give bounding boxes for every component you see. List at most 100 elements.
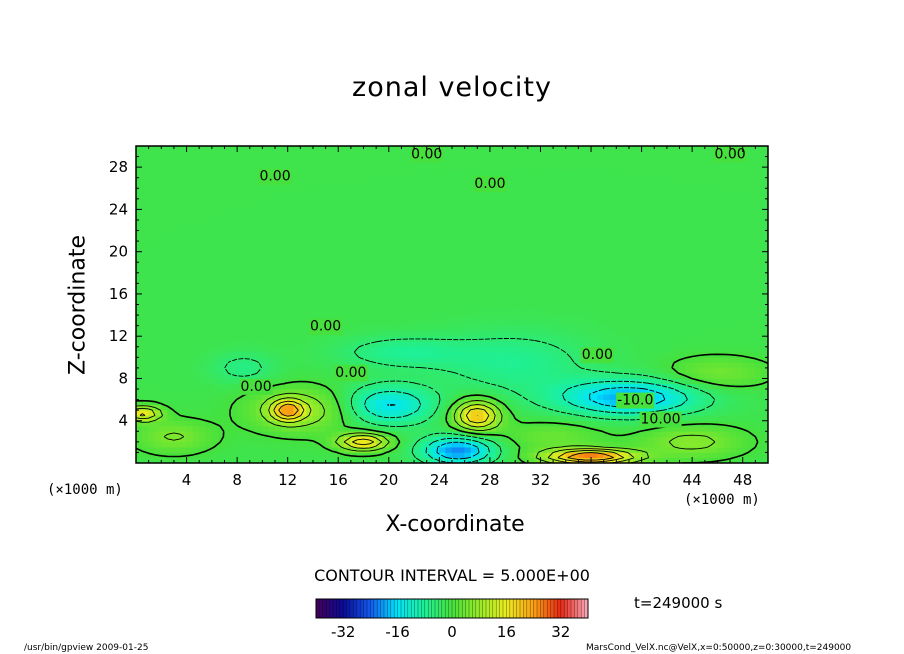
field-cell <box>439 214 446 221</box>
field-cell <box>344 283 352 289</box>
field-cell <box>609 172 617 178</box>
field-cell <box>609 203 617 210</box>
field-cell <box>249 335 257 342</box>
field-cell <box>167 272 175 279</box>
field-cell <box>552 415 560 422</box>
field-cell <box>350 399 358 406</box>
field-cell <box>382 325 390 332</box>
field-cell <box>616 309 623 316</box>
field-cell <box>274 320 282 326</box>
field-cell <box>356 230 364 237</box>
field-cell <box>287 272 295 279</box>
field-cell <box>571 251 579 258</box>
field-cell <box>489 452 497 459</box>
field-cell <box>628 193 636 200</box>
field-cell <box>502 172 510 178</box>
field-cell <box>445 240 453 247</box>
field-cell <box>559 224 567 231</box>
field-cell <box>274 288 282 295</box>
field-cell <box>458 341 465 348</box>
field-cell <box>609 277 617 284</box>
field-cell <box>616 193 623 200</box>
field-cell <box>243 409 251 416</box>
field-cell <box>647 172 655 178</box>
field-cell <box>426 277 434 284</box>
field-cell <box>578 420 586 427</box>
field-cell <box>281 367 288 374</box>
field-cell <box>578 309 586 316</box>
field-cell <box>167 293 175 300</box>
field-cell <box>217 146 225 152</box>
field-cell <box>578 172 586 178</box>
field-cell <box>318 177 326 184</box>
field-cell <box>344 346 352 353</box>
field-cell <box>603 378 611 385</box>
field-cell <box>179 177 187 184</box>
field-cell <box>533 251 541 258</box>
field-cell <box>262 182 270 189</box>
field-cell <box>331 431 339 437</box>
field-cell <box>205 146 213 152</box>
field-cell <box>445 314 453 321</box>
field-cell <box>236 304 244 311</box>
field-cell <box>483 193 491 200</box>
field-cell <box>198 150 206 157</box>
field-cell <box>198 146 206 152</box>
field-cell <box>375 320 383 326</box>
field-cell <box>508 172 516 178</box>
field-cell <box>281 209 288 215</box>
field-cell <box>514 187 522 194</box>
field-cell <box>514 172 522 178</box>
field-cell <box>495 378 503 385</box>
field-cell <box>173 420 181 427</box>
field-cell <box>154 177 162 184</box>
field-cell <box>552 314 560 321</box>
field-cell <box>363 198 371 205</box>
field-cell <box>211 335 219 342</box>
field-cell <box>281 267 288 274</box>
field-cell <box>464 277 472 284</box>
field-cell <box>401 214 409 221</box>
field-cell <box>154 335 162 342</box>
field-cell <box>363 246 371 252</box>
field-cell <box>142 267 149 274</box>
field-cell <box>198 383 206 390</box>
field-cell <box>552 441 560 448</box>
field-cell <box>350 177 358 184</box>
field-cell <box>502 378 510 385</box>
field-cell <box>236 172 244 178</box>
field-cell <box>154 187 162 194</box>
field-cell <box>476 415 484 422</box>
field-cell <box>439 388 446 395</box>
field-cell <box>173 288 181 295</box>
field-cell <box>356 146 364 152</box>
field-cell <box>590 172 598 178</box>
field-cell <box>344 293 352 300</box>
field-cell <box>173 240 181 247</box>
field-cell <box>300 367 307 374</box>
field-cell <box>262 277 270 284</box>
field-cell <box>451 452 459 459</box>
field-cell <box>268 246 276 252</box>
field-cell <box>312 431 320 437</box>
field-cell <box>173 425 181 432</box>
field-cell <box>521 383 529 390</box>
field-cell <box>514 378 522 385</box>
field-cell <box>584 198 592 205</box>
field-cell <box>262 224 270 231</box>
field-cell <box>458 399 465 406</box>
field-cell <box>363 330 371 337</box>
field-cell <box>211 240 219 247</box>
field-cell <box>306 436 314 443</box>
field-cell <box>274 425 282 432</box>
field-cell <box>420 357 428 363</box>
field-cell <box>369 166 377 173</box>
field-cell <box>552 446 560 453</box>
field-cell <box>502 357 510 363</box>
field-cell <box>318 351 326 358</box>
field-cell <box>281 150 288 157</box>
field-cell <box>527 441 535 448</box>
field-cell <box>337 383 345 390</box>
field-cell <box>439 277 446 284</box>
field-cell <box>337 425 345 432</box>
